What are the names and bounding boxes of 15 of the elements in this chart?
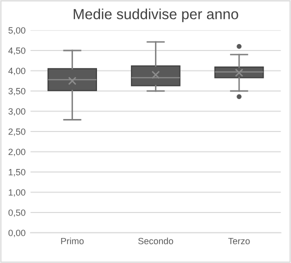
y-tick-label: 5,00 [8,27,26,35]
y-tick-label: 1,00 [8,189,26,197]
x-tick-label: Terzo [228,238,250,244]
x-tick-label: Secondo [138,238,174,244]
x-tick-label: Primo [61,238,84,244]
y-tick-label: 2,00 [8,148,26,156]
chart-title: Medie suddivise per anno [74,8,238,22]
y-tick-label: 2,50 [8,128,26,136]
y-tick-label: 0,00 [8,230,26,238]
y-tick-label: 4,50 [8,47,26,55]
y-tick-label: 0,50 [8,209,26,217]
y-tick-label: 3,00 [8,108,26,116]
y-tick-label: 4,00 [8,68,26,76]
y-tick-label: 1,50 [8,168,26,176]
y-tick-label: 3,50 [8,88,26,96]
